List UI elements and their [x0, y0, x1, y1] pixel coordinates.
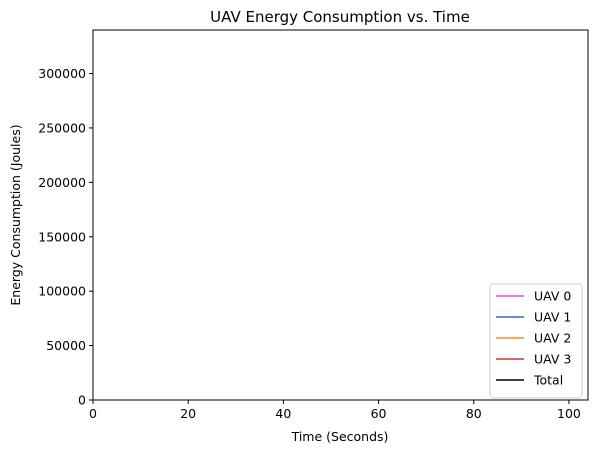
- x-tick-label: 60: [371, 406, 387, 421]
- x-tick-label: 100: [557, 406, 581, 421]
- x-tick-label: 20: [180, 406, 196, 421]
- x-axis: 0 20 40 60 80 100: [89, 400, 581, 421]
- y-tick-label: 200000: [38, 175, 86, 190]
- plot-frame: [92, 29, 589, 401]
- y-tick-label: 250000: [38, 120, 86, 135]
- y-tick-label: 0: [78, 393, 86, 408]
- legend-label: UAV 0: [534, 289, 571, 304]
- legend-label: UAV 3: [534, 352, 571, 367]
- y-axis: 0 50000 100000 150000 200000 250000 300000: [38, 66, 93, 408]
- x-tick-label: 40: [275, 406, 291, 421]
- x-tick-label: 0: [89, 406, 97, 421]
- y-tick-label: 100000: [38, 284, 86, 299]
- x-axis-label: Time (Seconds): [291, 429, 389, 444]
- y-tick-label: 50000: [46, 338, 86, 353]
- legend-label: UAV 1: [534, 310, 571, 325]
- legend-box: [489, 283, 583, 399]
- y-axis-label: Energy Consumption (Joules): [8, 124, 23, 305]
- chart-title: UAV Energy Consumption vs. Time: [210, 8, 470, 26]
- legend-label: UAV 2: [534, 331, 571, 346]
- x-tick-label: 80: [466, 406, 482, 421]
- y-tick-label: 150000: [38, 229, 86, 244]
- legend: UAV 0 UAV 1 UAV 2 UAV 3 Total: [489, 283, 583, 399]
- legend-label: Total: [533, 373, 563, 388]
- y-tick-label: 300000: [38, 66, 86, 81]
